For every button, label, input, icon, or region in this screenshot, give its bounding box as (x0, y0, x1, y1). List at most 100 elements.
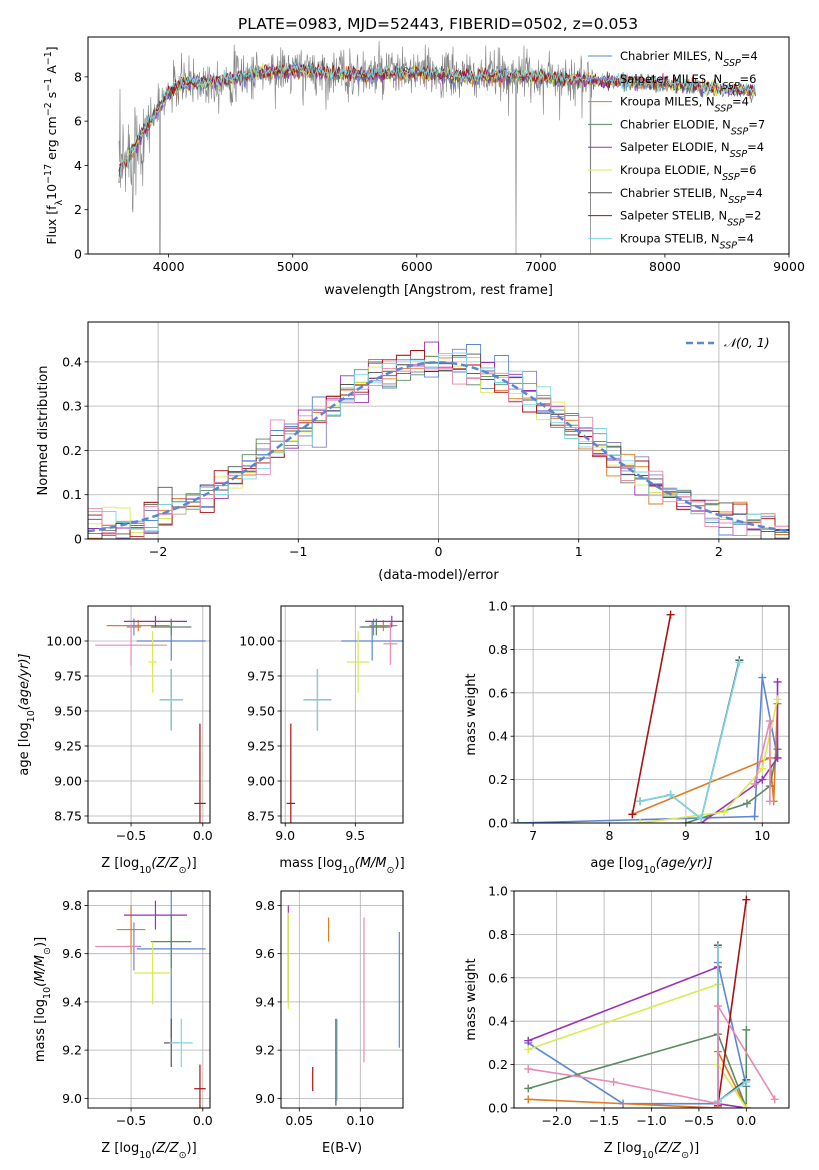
weight-marker (524, 1045, 533, 1054)
errorbar-point (159, 669, 183, 731)
y-tick-label: 0.3 (62, 399, 82, 414)
y-tick-label: 0 (74, 532, 82, 547)
errorbar-point (123, 900, 188, 930)
y-tick-label: 0.0 (488, 816, 508, 831)
errorbar-point (286, 723, 296, 823)
x-tick-label: 10 (754, 828, 770, 843)
weight-lines (514, 610, 782, 823)
axes-frame (87, 321, 790, 540)
y-axis-label: age [log10(age/yr)] (17, 653, 37, 775)
y-tick-label: 9.2 (255, 1043, 275, 1058)
errorbar-point (341, 621, 403, 661)
x-axis-label: wavelength [Angstrom, rest frame] (324, 283, 553, 298)
x-tick-label: −0.5 (684, 1113, 714, 1128)
y-tick-label: 9.2 (62, 1043, 82, 1058)
weight-marker (750, 779, 759, 788)
y-tick-label: 9.6 (62, 946, 82, 961)
x-tick-label: 9.0 (275, 828, 295, 843)
x-tick-label: −1 (289, 544, 307, 559)
x-axis-label: Z [log10(Z/Z⊙)] (604, 1141, 699, 1161)
mass_weight_vs_age-panel: 7 8 9 10 0.0 0.2 0.4 0.6 0.8 1.0 age [log10(age/yr… (464, 599, 790, 876)
weight-lines (524, 895, 779, 1108)
weight-marker (742, 1025, 751, 1034)
grid (84, 76, 790, 258)
x-axis-label: mass [log10(M/M⊙)] (279, 856, 404, 876)
y-tick-label: 9.8 (62, 898, 82, 913)
weight-marker (666, 610, 675, 619)
weight-marker (742, 1104, 751, 1108)
x-tick-label: 0 (435, 544, 443, 559)
errorbars (95, 891, 206, 1108)
axes-frame (87, 605, 211, 824)
x-tick-label: −0.5 (116, 1113, 146, 1128)
errorbar-point (383, 622, 398, 665)
x-axis-label: E(B-V) (322, 1141, 362, 1156)
y-tick-label: 0.2 (488, 772, 508, 787)
y-tick-label: 9.75 (247, 669, 275, 684)
x-tick-label: 6000 (401, 259, 433, 274)
x-tick-label: 1 (575, 544, 583, 559)
x-axis-label: (data-model)/error (378, 568, 499, 583)
weight-marker (758, 764, 767, 773)
residuals-panel: −2 −1 0 1 2 0 0.1 0.2 0.3 0.4 𝒩(0, 1) (data-model)/… (36, 321, 790, 583)
legend-entry: Chabrier MILES, NSSP=4 (620, 49, 758, 69)
errorbar-point (151, 915, 192, 969)
y-tick-label: 6 (74, 114, 82, 129)
y-tick-label: 0.6 (488, 970, 508, 985)
y-tick-label: 1.0 (488, 884, 508, 899)
weight-marker (514, 819, 522, 823)
x-tick-label: 0.10 (346, 1113, 374, 1128)
x-axis-label: Z [log10(Z/Z⊙)] (101, 1141, 196, 1161)
axes-frame (513, 605, 790, 824)
y-tick-label: 0 (74, 247, 82, 262)
weight-marker (720, 808, 729, 817)
y-tick-label: 10.00 (239, 634, 275, 649)
x-tick-label: 2 (715, 544, 723, 559)
y-tick-label: 10.00 (46, 634, 82, 649)
age_vs_mass-panel: 9.0 9.5 8.75 9.00 9.25 9.50 9.75 10.00 mass [log… (239, 605, 405, 876)
weight-marker (713, 1002, 722, 1011)
y-tick-label: 9.0 (255, 1091, 275, 1106)
weight-marker (524, 1064, 533, 1073)
weight-marker (742, 895, 751, 904)
weight-marker (742, 799, 751, 808)
x-axis-label: Z [log10(Z/Z⊙)] (101, 856, 196, 876)
model-spectrum (118, 61, 756, 175)
y-axis-label: mass weight (464, 673, 479, 755)
weight-marker (681, 819, 690, 823)
errorbars (95, 615, 206, 823)
weight-marker (758, 673, 767, 682)
x-tick-label: −1.5 (589, 1113, 619, 1128)
weight-series (750, 717, 774, 806)
y-tick-label: 9.25 (247, 739, 275, 754)
y-tick-label: 0.4 (62, 354, 82, 369)
legend-entry: Salpeter MILES, NSSP=6 (620, 72, 757, 92)
histogram-step (88, 363, 789, 539)
weight-series (628, 610, 675, 819)
y-tick-label: 0.6 (488, 685, 508, 700)
legend-entry: Kroupa STELIB, NSSP=4 (620, 231, 754, 251)
grid (277, 606, 403, 827)
x-tick-label: 7 (529, 828, 537, 843)
axes-frame (87, 36, 790, 255)
errorbar-point (95, 624, 167, 667)
y-tick-label: 9.6 (255, 946, 275, 961)
x-tick-label: 0.0 (193, 1113, 213, 1128)
x-tick-label: 8 (606, 828, 614, 843)
weight-marker (750, 812, 759, 821)
legend-entry: 𝒩(0, 1) (724, 335, 770, 350)
y-tick-label: 0.8 (488, 642, 508, 657)
weight-marker (742, 1077, 751, 1086)
y-tick-label: 0.4 (488, 1014, 508, 1029)
axes-frame (280, 605, 404, 824)
axes-frame (513, 890, 790, 1109)
weight-marker (636, 819, 645, 823)
weight-series (636, 658, 744, 823)
y-tick-label: 0.2 (488, 1057, 508, 1072)
x-axis-label: age [log10(age/yr)] (590, 856, 712, 876)
legend-entry: Salpeter ELODIE, NSSP=4 (620, 140, 764, 160)
axes-frame (280, 890, 404, 1109)
weight-marker (666, 790, 675, 799)
y-axis-label: Flux [fλ10−17 erg cm−2 s−1 A−1] (43, 46, 65, 244)
y-tick-label: 2 (74, 202, 82, 217)
